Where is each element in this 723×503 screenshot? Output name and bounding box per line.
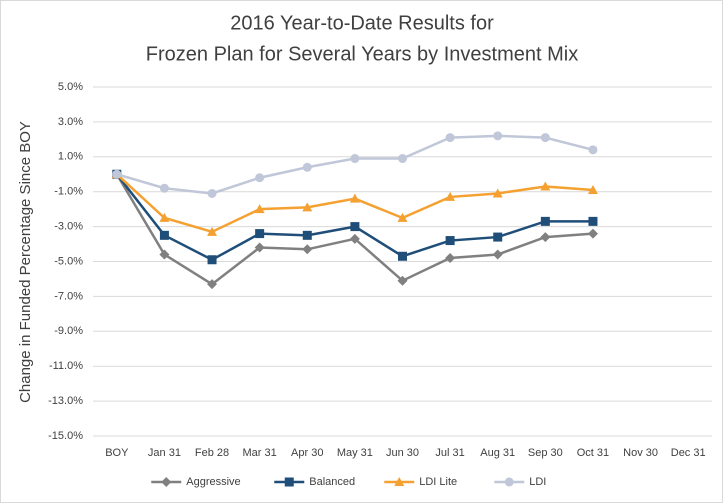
marker bbox=[445, 236, 455, 246]
x-tick-label: Feb 28 bbox=[195, 447, 229, 459]
marker bbox=[159, 212, 170, 222]
x-tick-label: Aug 31 bbox=[480, 447, 515, 459]
x-tick-label: Jun 30 bbox=[386, 447, 419, 459]
marker bbox=[112, 169, 122, 179]
y-tick-label: 1.0% bbox=[58, 151, 83, 163]
marker bbox=[207, 188, 217, 198]
marker bbox=[254, 204, 265, 214]
marker bbox=[540, 181, 551, 191]
marker bbox=[540, 216, 550, 226]
marker bbox=[504, 477, 514, 487]
marker bbox=[349, 193, 360, 203]
marker bbox=[445, 133, 455, 143]
x-tick-label: BOY bbox=[105, 447, 129, 459]
marker bbox=[493, 232, 503, 242]
marker bbox=[159, 183, 169, 193]
y-tick-label: -11.0% bbox=[49, 360, 83, 372]
x-tick-label: Mar 31 bbox=[243, 447, 277, 459]
y-axis-label: Change in Funded Percentage Since BOY bbox=[17, 121, 34, 403]
marker bbox=[284, 477, 294, 487]
y-tick-label: -9.0% bbox=[54, 325, 83, 337]
chart-title: 2016 Year-to-Date Results for bbox=[230, 12, 494, 34]
x-tick-label: Oct 31 bbox=[577, 447, 609, 459]
marker bbox=[302, 162, 312, 172]
x-tick-label: Jul 31 bbox=[435, 447, 464, 459]
marker bbox=[159, 249, 170, 260]
marker bbox=[492, 249, 503, 260]
marker bbox=[207, 226, 218, 236]
legend-item: Balanced bbox=[274, 476, 355, 488]
y-tick-label: 3.0% bbox=[58, 116, 83, 128]
y-tick-label: -5.0% bbox=[54, 255, 83, 267]
marker bbox=[255, 173, 265, 183]
marker bbox=[302, 230, 312, 240]
marker bbox=[398, 154, 407, 164]
y-tick-label: -1.0% bbox=[54, 186, 83, 198]
marker bbox=[254, 242, 265, 253]
legend-label: Aggressive bbox=[186, 476, 240, 488]
y-tick-label: -15.0% bbox=[48, 430, 83, 442]
x-tick-label: Dec 31 bbox=[671, 447, 706, 459]
legend-label: LDI bbox=[529, 476, 546, 488]
marker bbox=[587, 184, 598, 194]
x-tick-label: Sep 30 bbox=[528, 447, 563, 459]
y-tick-label: -13.0% bbox=[48, 395, 83, 407]
marker bbox=[445, 253, 456, 264]
y-tick-label: -7.0% bbox=[54, 290, 83, 302]
y-tick-label: 5.0% bbox=[58, 81, 83, 93]
legend-label: LDI Lite bbox=[419, 476, 457, 488]
marker bbox=[255, 229, 265, 239]
chart-title: Frozen Plan for Several Years by Investm… bbox=[146, 43, 578, 65]
marker bbox=[397, 275, 408, 286]
marker bbox=[588, 145, 598, 155]
x-tick-label: Apr 30 bbox=[291, 447, 323, 459]
marker bbox=[302, 202, 313, 212]
marker bbox=[350, 222, 360, 232]
marker bbox=[492, 188, 503, 198]
marker bbox=[159, 230, 169, 240]
marker bbox=[540, 232, 551, 243]
marker bbox=[540, 133, 550, 143]
legend-item: Aggressive bbox=[151, 476, 241, 488]
legend-item: LDI Lite bbox=[384, 476, 457, 488]
marker bbox=[397, 212, 408, 222]
y-tick-label: -3.0% bbox=[54, 221, 83, 233]
x-tick-label: Nov 30 bbox=[623, 447, 658, 459]
marker bbox=[587, 228, 598, 239]
legend-label: Balanced bbox=[309, 476, 355, 488]
marker bbox=[207, 279, 218, 290]
marker bbox=[445, 191, 456, 201]
marker bbox=[588, 216, 598, 226]
x-tick-label: May 31 bbox=[337, 447, 373, 459]
marker bbox=[493, 131, 503, 141]
marker bbox=[207, 255, 217, 265]
marker bbox=[349, 233, 360, 244]
legend-item: LDI bbox=[494, 476, 546, 488]
x-tick-label: Jan 31 bbox=[148, 447, 181, 459]
marker bbox=[398, 251, 407, 261]
marker bbox=[302, 244, 313, 255]
marker bbox=[161, 477, 172, 487]
marker bbox=[350, 154, 360, 164]
marker bbox=[394, 477, 405, 486]
